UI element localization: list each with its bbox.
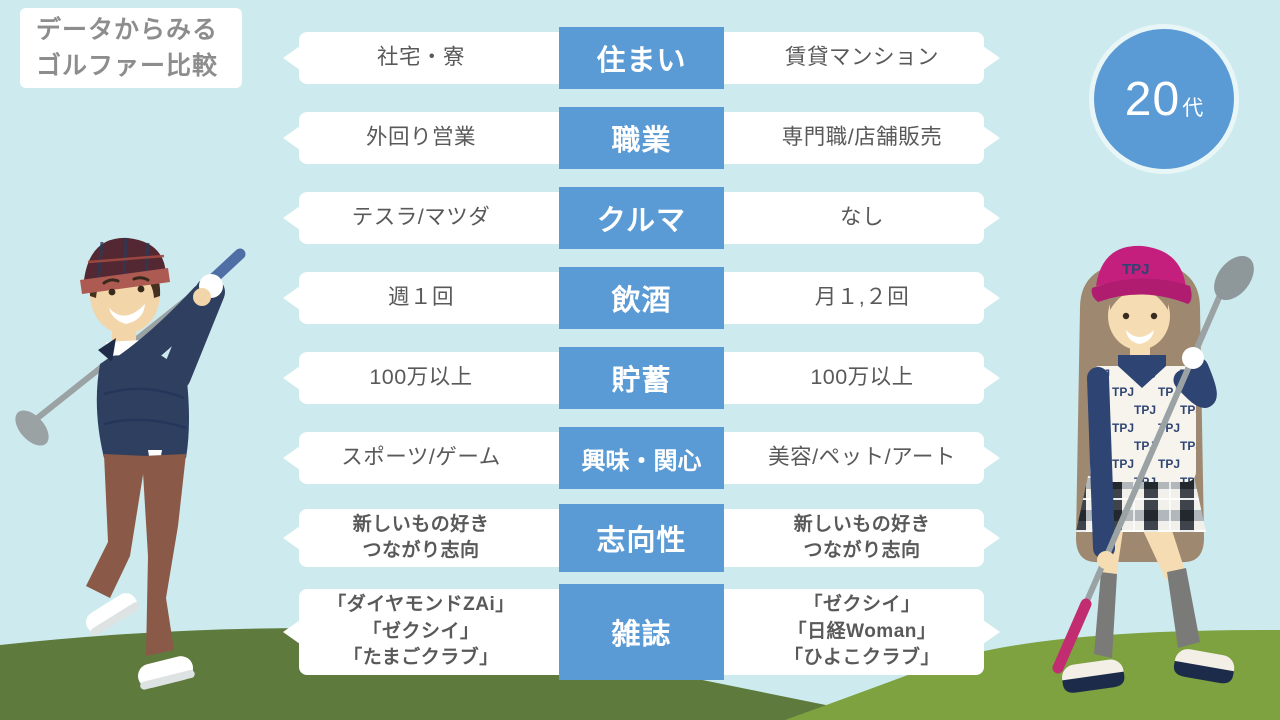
comparison-row-orientation: 新しいもの好き つながり志向 志向性 新しいもの好き つながり志向 [283, 504, 1000, 572]
category-label: クルマ [559, 187, 724, 249]
title-line-2: ゴルファー比較 [36, 52, 219, 80]
female-golfer-illustration: TPJ TPJ [1052, 245, 1254, 693]
male-value: 「ダイヤモンドZAi」 「ゼクシイ」 「たまごクラブ」 [327, 593, 515, 669]
male-arms [99, 277, 225, 391]
category-label: 住まい [559, 27, 724, 89]
category-label: 志向性 [559, 504, 724, 572]
female-head: TPJ [1091, 245, 1192, 350]
female-value: 美容/ペット/アート [768, 445, 956, 470]
title-line-1: データからみる [36, 16, 219, 44]
female-value: 月１,２回 [814, 285, 910, 310]
plaid-cap-icon [80, 237, 170, 294]
comparison-row-job: 外回り営業 職業 専門職/店舗販売 [283, 107, 1000, 169]
comparison-row-housing: 社宅・寮 住まい 賃貸マンション [283, 27, 1000, 89]
male-legs [86, 454, 195, 690]
female-value: 100万以上 [810, 365, 914, 390]
comparison-row-savings: 100万以上 貯蓄 100万以上 [283, 347, 1000, 409]
comparison-row-magazines: 「ダイヤモンドZAi」 「ゼクシイ」 「たまごクラブ」 雑誌 「ゼクシイ」 「日… [283, 584, 1000, 680]
male-value: 100万以上 [369, 365, 473, 390]
female-value: 新しいもの好き つながり志向 [793, 514, 931, 561]
comparison-row-drinking: 週１回 飲酒 月１,２回 [283, 267, 1000, 329]
category-label: 飲酒 [559, 267, 724, 329]
club-grip-and-glove [193, 248, 246, 306]
female-value: 「ゼクシイ」 「日経Woman」 「ひよこクラブ」 [783, 593, 940, 669]
comparison-row-car: テスラ/マツダ クルマ なし [283, 187, 1000, 249]
pink-cap-icon: TPJ [1091, 245, 1192, 304]
female-legs [1062, 524, 1235, 693]
male-value: 週１回 [387, 285, 454, 310]
cap-logo: TPJ [1122, 261, 1150, 278]
male-value: 社宅・寮 [376, 45, 465, 70]
male-value: 新しいもの好き つながり志向 [352, 514, 490, 561]
category-label: 興味・関心 [559, 427, 724, 489]
category-label: 貯蓄 [559, 347, 724, 409]
male-value: スポーツ/ゲーム [341, 445, 501, 470]
page-title: データからみる ゴルファー比較 [20, 8, 242, 88]
female-value: 専門職/店舗販売 [781, 125, 943, 150]
comparison-row-interests: スポーツ/ゲーム 興味・関心 美容/ペット/アート [283, 427, 1000, 489]
age-number: 20 [1124, 72, 1181, 126]
female-value: 賃貸マンション [784, 45, 939, 70]
female-value: なし [839, 205, 884, 230]
golf-club-icon [1052, 255, 1254, 674]
category-label: 職業 [559, 107, 724, 169]
male-value: テスラ/マツダ [351, 205, 491, 230]
age-badge: 20 代 [1089, 24, 1239, 174]
grass-right [785, 629, 1280, 720]
female-torso [1087, 334, 1217, 559]
male-value: 外回り営業 [365, 125, 476, 150]
male-golfer-illustration [15, 237, 246, 690]
category-label: 雑誌 [559, 584, 724, 680]
age-suffix: 代 [1182, 97, 1204, 120]
comparison-table: 社宅・寮 住まい 賃貸マンション 外回り営業 職業 専門職/店舗販売 テスラ/マ… [283, 27, 1000, 680]
